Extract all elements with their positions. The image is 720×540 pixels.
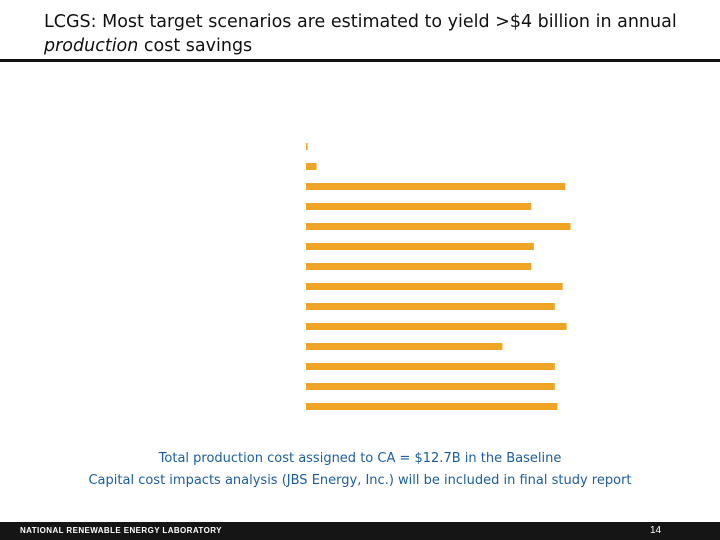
bar-10 bbox=[306, 323, 567, 330]
bar-8 bbox=[306, 283, 563, 290]
title-prefix: LCGS: Most target scenarios are estimate… bbox=[44, 12, 677, 32]
baseline-note: Total production cost assigned to CA = $… bbox=[158, 451, 562, 466]
bar-12 bbox=[306, 363, 555, 370]
bar-3 bbox=[306, 183, 566, 190]
slide-title: LCGS: Most target scenarios are estimate… bbox=[44, 10, 704, 58]
title-underline bbox=[0, 59, 720, 62]
bar-2 bbox=[306, 163, 317, 170]
bar-9 bbox=[306, 303, 555, 310]
title-emphasis: production bbox=[44, 36, 139, 56]
bar-7 bbox=[306, 263, 532, 270]
bar-11 bbox=[306, 343, 503, 350]
bar-14 bbox=[306, 403, 558, 410]
bar-1 bbox=[306, 143, 308, 150]
page-number: 14 bbox=[650, 525, 662, 536]
capital-cost-note: Capital cost impacts analysis (JBS Energ… bbox=[88, 473, 632, 488]
footer-bar: NATIONAL RENEWABLE ENERGY LABORATORY 14 bbox=[0, 522, 720, 540]
bar-13 bbox=[306, 383, 555, 390]
title-suffix: cost savings bbox=[138, 36, 253, 56]
bar-4 bbox=[306, 203, 532, 210]
footer-organization: NATIONAL RENEWABLE ENERGY LABORATORY bbox=[20, 526, 222, 535]
bar-6 bbox=[306, 243, 534, 250]
bar-5 bbox=[306, 223, 571, 230]
